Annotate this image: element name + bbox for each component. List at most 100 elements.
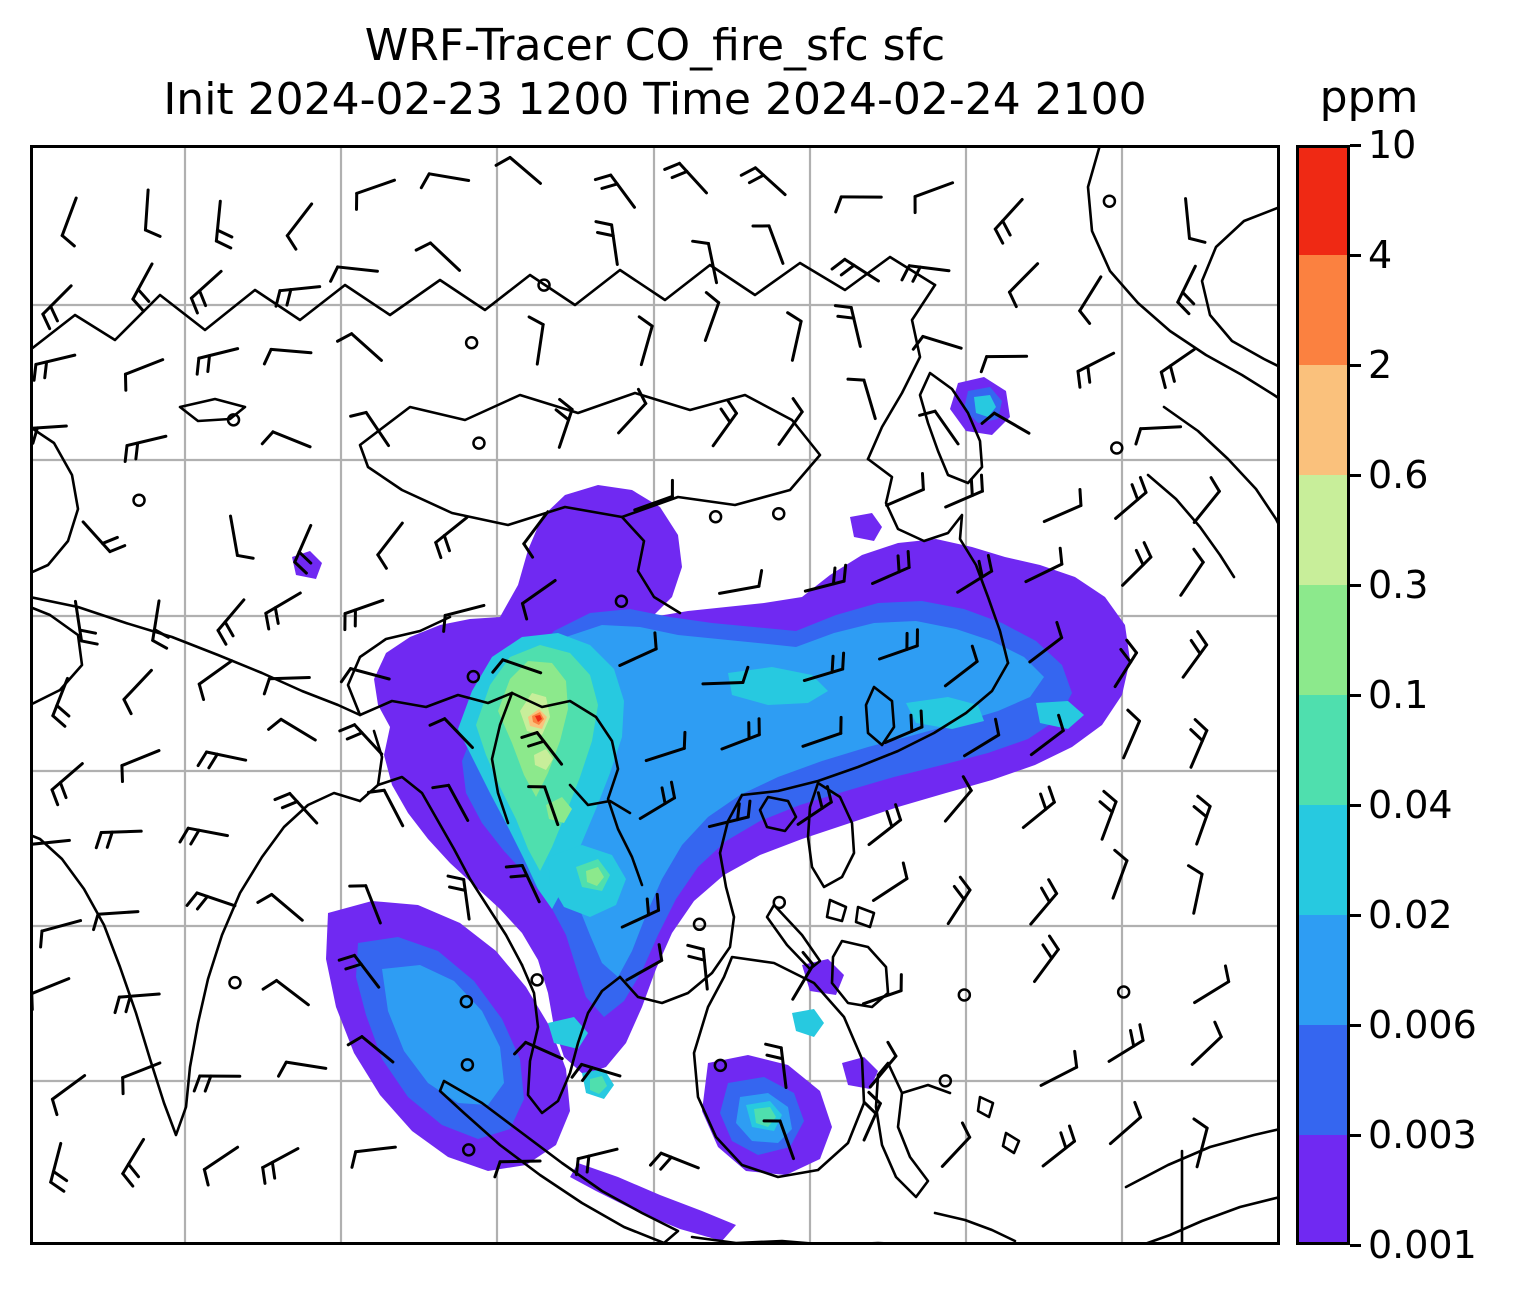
wind-barb-feather — [636, 387, 648, 406]
wind-barb-feather — [979, 355, 989, 374]
colorbar-tick — [1350, 1023, 1361, 1027]
wind-barb — [801, 731, 843, 748]
wind-barb — [96, 910, 140, 916]
wind-barb-feather — [493, 1160, 502, 1179]
wind-barb — [803, 579, 846, 593]
wind-barb-feather — [1128, 1028, 1136, 1048]
wind-barb — [883, 725, 924, 745]
wind-barb-feather — [339, 667, 353, 684]
wind-barb — [944, 489, 984, 509]
wind-barb-feather — [659, 1155, 673, 1171]
wind-barb-feather — [55, 703, 71, 718]
wind-barb — [1042, 504, 1083, 524]
wind-barb-feather — [513, 1040, 528, 1056]
wind-barb-feather — [918, 409, 937, 417]
wind-barb — [354, 1145, 397, 1154]
colorbar-tick — [1350, 913, 1361, 917]
wind-barb — [1039, 1065, 1079, 1087]
wind-barb-feather — [152, 628, 170, 639]
contour-fill-level-5 — [546, 797, 572, 823]
wind-barb-feather — [1086, 364, 1092, 384]
wind-barb-feather — [1176, 300, 1191, 316]
contour-fill-level-9 — [535, 715, 542, 722]
calm-wind-circle — [228, 975, 242, 990]
colorbar-tick-label: 4 — [1368, 233, 1393, 277]
wind-barb — [267, 676, 311, 681]
calm-wind-circle — [708, 509, 723, 524]
coastline-indochina-border-2 — [568, 783, 632, 815]
wind-barb-feather — [986, 553, 994, 573]
colorbar-tick-label: 0.02 — [1368, 893, 1453, 937]
colorbar-tick — [1350, 473, 1361, 477]
wind-barb — [1189, 729, 1209, 769]
colorbar-tick-label: 0.6 — [1368, 453, 1429, 497]
wind-barb — [501, 658, 543, 675]
wind-barb-feather — [1047, 785, 1056, 804]
wind-barb — [350, 332, 383, 362]
colorbar-tick-label: 10 — [1368, 123, 1417, 167]
wind-barb — [520, 864, 541, 904]
wind-barb — [447, 783, 470, 822]
wind-barb-feather — [958, 875, 972, 892]
coastline-china-se-coast — [740, 661, 1010, 797]
wind-barb — [1078, 275, 1103, 313]
wind-barb — [51, 676, 69, 718]
wind-barb-feather — [1119, 647, 1133, 664]
wind-barb — [293, 523, 313, 564]
wind-barb — [701, 680, 745, 686]
wind-barb-feather — [442, 613, 447, 633]
wind-barb-feather — [520, 731, 539, 739]
wind-barb — [288, 791, 319, 825]
wind-barb-feather — [961, 775, 973, 793]
wind-barb — [1028, 636, 1064, 664]
wind-barb-feather — [1189, 638, 1202, 656]
wind-barb-feather — [757, 569, 764, 588]
wind-barb — [524, 1040, 564, 1061]
wind-barb — [125, 434, 168, 448]
coastline-japan-coast — [1162, 405, 1280, 529]
wind-barb-feather — [719, 407, 732, 424]
wind-barb-feather — [261, 1166, 267, 1185]
wind-barb-feather — [653, 631, 658, 651]
wind-barb-feather — [336, 332, 354, 343]
wind-barb-feather — [648, 1151, 663, 1167]
wind-barb-feather — [1186, 864, 1204, 876]
wind-barb-feather — [765, 1053, 785, 1061]
wind-barb — [779, 1046, 788, 1090]
coastline-visayas-2 — [854, 905, 876, 929]
wind-barb-feather — [1073, 1049, 1079, 1069]
wind-barb — [120, 749, 161, 768]
wind-barb-feather — [94, 831, 103, 850]
contour-fill-level-0 — [570, 1163, 736, 1241]
wind-barb-feather — [202, 1167, 210, 1187]
wind-barb-feather — [1130, 483, 1140, 502]
colorbar-segment — [1296, 805, 1350, 915]
wind-barb — [878, 644, 919, 661]
wind-barb-feather — [920, 472, 925, 491]
wind-barb-feather — [1102, 789, 1118, 804]
wind-barb-feather — [293, 560, 308, 575]
wind-barb-feather — [1134, 548, 1145, 567]
calm-wind-circle — [466, 669, 481, 684]
map-plot-area — [30, 145, 1280, 1245]
wind-barb-feather — [969, 478, 974, 498]
coastline-hainan — [758, 795, 798, 833]
wind-barb-feather — [736, 802, 741, 822]
wind-barb-feather — [120, 764, 124, 784]
wind-barb-feather — [197, 682, 206, 702]
wind-barb-feather — [520, 602, 529, 621]
colorbar-segment — [1296, 475, 1350, 585]
wind-barb — [1108, 1115, 1143, 1146]
coastline-myanmar-coast — [358, 775, 524, 967]
wind-barb — [271, 430, 312, 449]
colorbar-tick — [1350, 1133, 1361, 1137]
coastline-sulawesi-arm — [900, 1083, 952, 1095]
wind-barb-feather — [1134, 427, 1143, 446]
wind-barb-feather — [527, 739, 546, 748]
coastline-caspian-coast — [30, 425, 80, 575]
wind-barb — [1041, 1139, 1077, 1168]
wind-barb-feather — [58, 781, 68, 800]
calm-wind-circle — [771, 506, 786, 521]
map-axes — [30, 145, 1280, 1245]
wind-barb-feather — [446, 874, 466, 881]
